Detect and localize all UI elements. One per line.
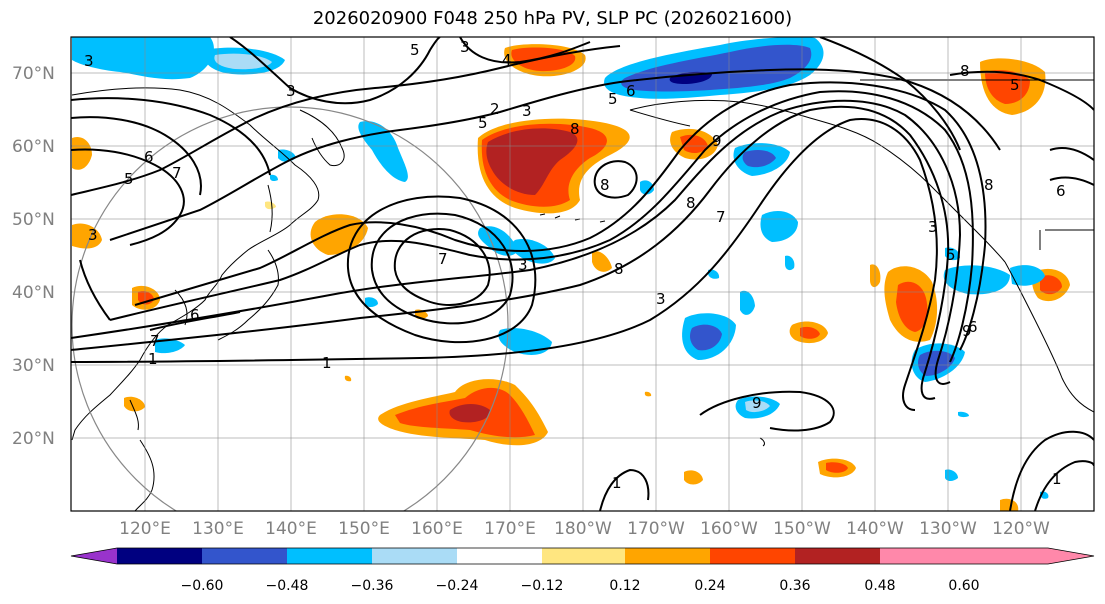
lon-label: 130°E <box>192 519 244 539</box>
contour-label: 5 <box>478 114 488 132</box>
lat-label: 20°N <box>12 429 55 449</box>
colorbar-segment <box>542 548 625 564</box>
contour-label: 6 <box>968 318 978 336</box>
contour-label: 9 <box>712 132 722 150</box>
lat-label: 30°N <box>12 356 55 376</box>
colorbar-tick-label: 0.36 <box>779 578 810 594</box>
contour-label: 8 <box>960 62 970 80</box>
lon-label: 140°W <box>846 519 904 539</box>
lon-label: 150°E <box>338 519 390 539</box>
lon-label: 160°W <box>700 519 758 539</box>
colorbar-tick-label: −0.36 <box>351 578 394 594</box>
plot-frame <box>70 36 1095 512</box>
lat-label: 60°N <box>12 137 55 157</box>
lat-label: 70°N <box>12 64 55 84</box>
colorbar-segment <box>287 548 372 564</box>
contour-label: 3 <box>286 82 296 100</box>
contour-label: 2 <box>490 100 500 118</box>
colorbar-tick-label: 0.60 <box>948 578 979 594</box>
contour-label: 7 <box>172 164 182 182</box>
colorbar-segment <box>710 548 795 564</box>
contour-label: 6 <box>626 82 636 100</box>
contour-label: 8 <box>686 194 696 212</box>
colorbar-tick-label: 0.48 <box>864 578 895 594</box>
contour-label: 7 <box>438 250 448 268</box>
contour-label: 9 <box>752 394 762 412</box>
colorbar-tick-label: −0.12 <box>521 578 564 594</box>
lon-label: 140°E <box>265 519 317 539</box>
lon-label: 170°E <box>484 519 536 539</box>
colorbar-tick-label: −0.24 <box>436 578 479 594</box>
lon-axis: 120°E 130°E 140°E 150°E 160°E 170°E 180°… <box>119 519 1050 539</box>
contour-label: 8 <box>614 260 624 278</box>
contour-label: 5 <box>946 246 956 264</box>
lon-label: 120°W <box>992 519 1050 539</box>
contour-label: 8 <box>984 176 994 194</box>
contour-label: 3 <box>460 38 470 56</box>
contour-label: 7 <box>150 332 160 350</box>
contour-label: 3 <box>518 256 528 274</box>
lat-label: 40°N <box>12 283 55 303</box>
colorbar-tick-label: 0.12 <box>609 578 640 594</box>
contour-label: 5 <box>410 41 420 59</box>
contour-label: 5 <box>608 90 618 108</box>
colorbar-segment <box>202 548 287 564</box>
lon-label: 130°W <box>919 519 977 539</box>
contour-label: 1 <box>322 354 332 372</box>
contour-label: 3 <box>88 226 98 244</box>
contour-label: 6 <box>144 148 154 166</box>
colorbar-segment <box>880 548 964 564</box>
contour-label: 1 <box>1052 470 1062 488</box>
contour-label: 4 <box>502 51 512 69</box>
contour-label: 9 <box>962 322 972 340</box>
map-title: 2026020900 F048 250 hPa PV, SLP PC (2026… <box>312 8 793 29</box>
contour-label: 8 <box>600 176 610 194</box>
lon-label: 120°E <box>119 519 171 539</box>
contour-label: 3 <box>928 218 938 236</box>
colorbar-segment <box>457 548 542 564</box>
colorbar-tick-label: 0.24 <box>694 578 725 594</box>
colorbar-tick-label: −0.48 <box>266 578 309 594</box>
colorbar-segment <box>117 548 202 564</box>
contour-label-group: 3 5 3 4 6 3 2 3 5 6 5 8 7 8 8 7 3 6 7 3 … <box>84 38 1066 492</box>
contour-label: 5 <box>1010 76 1020 94</box>
range-circle <box>71 106 509 511</box>
colorbar-segment <box>625 548 710 564</box>
colorbar-max-extend <box>964 548 1094 564</box>
colorbar-min-extend <box>71 548 117 564</box>
lon-label: 180°W <box>554 519 612 539</box>
gridlines <box>71 37 1094 511</box>
colorbar <box>70 547 1095 565</box>
contour-label: 6 <box>1056 182 1066 200</box>
contour-label: 6 <box>190 306 200 324</box>
contour-label: 5 <box>124 170 134 188</box>
contour-label: 7 <box>716 208 726 226</box>
lon-label: 160°E <box>411 519 463 539</box>
lon-label: 150°W <box>773 519 831 539</box>
contour-lines <box>71 37 1094 511</box>
colorbar-ticks: −0.60 −0.48 −0.36 −0.24 −0.12 0.12 0.24 … <box>181 578 980 594</box>
colorbar-segment <box>795 548 880 564</box>
colorbar-tick-label: −0.60 <box>181 578 224 594</box>
contour-label: 3 <box>522 102 532 120</box>
lat-axis: 70°N 60°N 50°N 40°N 30°N 20°N <box>12 64 55 449</box>
contour-label: 3 <box>84 52 94 70</box>
contour-label: 3 <box>656 290 666 308</box>
colorbar-segment <box>372 548 457 564</box>
contour-label: 1 <box>148 350 158 368</box>
contour-label: 1 <box>612 474 622 492</box>
lat-label: 50°N <box>12 210 55 230</box>
contour-label: 8 <box>570 120 580 138</box>
lon-label: 170°W <box>627 519 685 539</box>
